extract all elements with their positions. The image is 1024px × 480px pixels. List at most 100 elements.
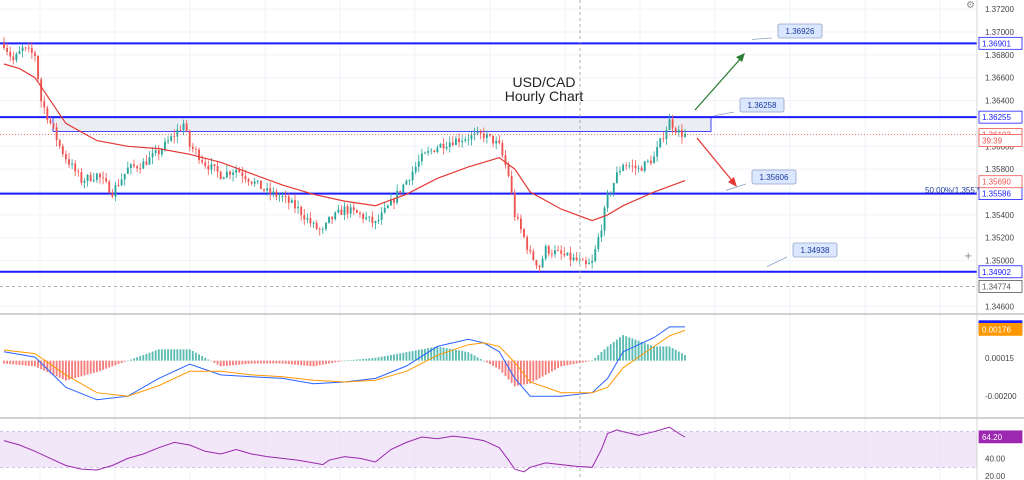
macd-bar [399, 353, 402, 361]
macd-bar [411, 350, 414, 361]
candle-body [136, 166, 139, 169]
callout-label: 1.36258 [748, 101, 777, 110]
macd-bar [634, 339, 637, 361]
macd-bar [337, 360, 340, 362]
price-tag-box [978, 36, 1023, 50]
macd-tick-label: 0.00015 [985, 354, 1014, 363]
macd-bar [68, 360, 70, 380]
candle-body [34, 52, 36, 57]
chart-title-line2: Hourly Chart [505, 88, 584, 104]
candle-body [250, 181, 253, 184]
macd-bar [15, 360, 18, 365]
candle-body [380, 212, 383, 220]
macd-bar [120, 360, 123, 363]
macd-bar [470, 353, 473, 361]
candle-body [105, 178, 108, 182]
macd-bar [241, 360, 244, 365]
candle-body [297, 206, 299, 209]
macd-bar [89, 360, 92, 374]
price-tag-label: 1.36255 [982, 113, 1011, 122]
macd-bar [581, 360, 584, 363]
candle-body [278, 196, 281, 198]
macd-bar [650, 345, 652, 361]
price-tag: 1.34774 [978, 279, 1023, 293]
macd-bar [222, 360, 225, 367]
macd-bar [198, 354, 200, 361]
macd-bar [207, 359, 210, 361]
candle-body [377, 219, 380, 222]
macd-bar [281, 360, 284, 364]
macd-bar [105, 360, 108, 369]
crosshair-plus-icon[interactable]: + [964, 251, 972, 262]
macd-bar [513, 360, 516, 387]
macd-bar [58, 360, 61, 378]
candle-body [9, 51, 12, 57]
macd-bar [309, 360, 312, 367]
candle-body [628, 165, 631, 167]
candle-body [557, 250, 560, 252]
macd-bar [420, 349, 423, 361]
resistance-zone-rect [52, 116, 712, 132]
candle-body [315, 222, 318, 229]
price-tag-box [978, 322, 1023, 336]
macd-bar [588, 360, 590, 362]
candle-body [154, 150, 157, 154]
macd-bar [157, 349, 160, 361]
macd-bar [659, 346, 662, 361]
candle-body [501, 142, 504, 156]
candle-body [235, 169, 238, 173]
macd-bar [300, 360, 303, 366]
settings-gear-icon[interactable]: ⚙ [966, 0, 975, 11]
candle-body [371, 216, 374, 224]
candle-body [476, 131, 479, 134]
candle-body [225, 171, 228, 178]
price-axis-tags: 1.369011.362551.355861.349021.3610339:39… [978, 36, 1023, 444]
price-tag-label: 0.00176 [982, 325, 1011, 334]
macd-bar [408, 351, 411, 361]
macd-bar [275, 360, 278, 364]
price-tag: 39:39 [978, 134, 1023, 147]
chart-title-line1: USD/CAD [512, 74, 575, 90]
price-tag: 1.36901 [978, 36, 1023, 50]
macd-bar [451, 349, 454, 361]
macd-bar [99, 360, 101, 371]
macd-bar [550, 360, 553, 372]
candle-body [253, 181, 256, 184]
macd-bar [148, 352, 151, 361]
macd-bar [485, 360, 488, 363]
macd-bar [417, 349, 420, 361]
macd-bar [238, 360, 241, 365]
macd-bar [331, 360, 334, 363]
candle-body [442, 143, 445, 149]
candle-body [504, 155, 507, 165]
candle-body [148, 157, 151, 165]
candle-body [427, 151, 430, 153]
price-tag-label: 1.34902 [982, 268, 1011, 277]
candle-body [436, 147, 439, 153]
macd-bar [476, 357, 479, 361]
macd-bar [680, 353, 683, 361]
macd-bar [349, 360, 352, 361]
macd-bar [142, 354, 145, 361]
macd-bar [40, 360, 43, 370]
macd-bar [554, 360, 556, 370]
macd-bar [37, 360, 39, 368]
level-callout: 1.35606 [725, 169, 797, 191]
macd-bar [182, 349, 185, 361]
candle-body [12, 56, 15, 61]
macd-bar [631, 338, 634, 361]
macd-bar [179, 349, 182, 361]
candle-body [287, 196, 290, 203]
candle-body [362, 213, 365, 219]
macd-bar [312, 360, 315, 367]
macd-bar [538, 360, 541, 379]
candle-body [40, 79, 43, 102]
macd-bar [328, 360, 330, 364]
candle-body [102, 177, 104, 179]
price-tick-label: 1.35000 [985, 257, 1014, 266]
candle-body [622, 165, 625, 171]
candle-body [461, 140, 464, 143]
candle-body [173, 136, 176, 138]
candle-body [405, 180, 408, 185]
